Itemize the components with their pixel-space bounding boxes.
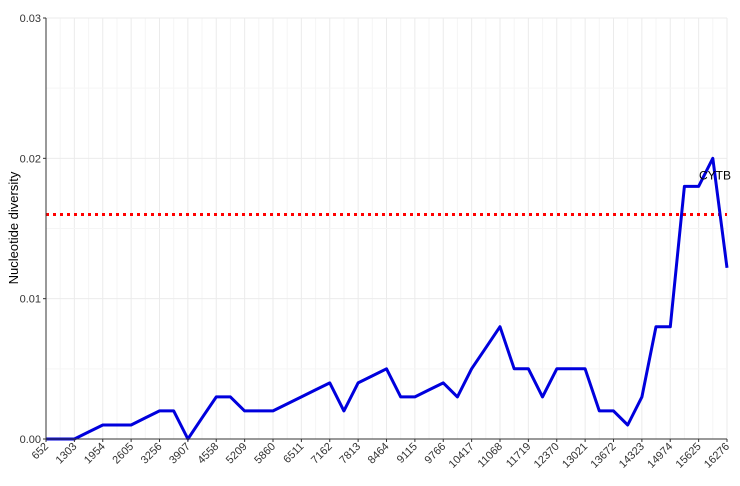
y-tick-label: 0.02 [20,153,41,165]
x-tick-label: 12370 [532,441,562,471]
x-tick-label: 14974 [645,441,675,471]
x-tick-label: 1954 [82,441,108,467]
x-tick-label: 11719 [504,441,534,471]
y-tick-label: 0.01 [20,294,41,306]
y-axis-title: Nucleotide diversity [6,171,21,284]
y-tick-labels: 0.00 0.01 0.02 0.03 [20,13,46,446]
x-tick-label: 11068 [476,441,506,471]
x-tick-labels: 652 1303 1954 2605 3256 3907 4558 5209 5860 6511 7… [30,439,732,471]
x-tick-label: 4558 [196,441,222,467]
x-tick-label: 14323 [617,441,647,471]
x-tick-label: 13021 [560,441,590,471]
y-tick-label: 0.03 [20,13,41,25]
x-tick-label: 5860 [252,441,278,467]
x-tick-label: 3256 [139,441,165,467]
diversity-series-line [46,156,729,441]
x-tick-label: 9766 [423,441,449,467]
y-tick-label: 0.00 [20,434,41,446]
x-tick-label: 9115 [395,441,420,466]
x-tick-label: 7162 [309,441,335,467]
x-tick-label: 13672 [589,441,619,471]
series-layer [46,156,729,441]
x-tick-label: 10417 [447,441,477,471]
x-tick-label: 1303 [54,441,80,467]
x-tick-label: 5209 [224,441,250,467]
x-tick-label: 16276 [702,441,732,471]
x-tick-label: 2605 [110,441,136,467]
annotation-label: CYTB [699,168,731,182]
x-tick-label: 6511 [281,441,306,466]
grid [45,17,728,440]
x-tick-label: 8464 [366,441,392,467]
x-tick-label: 3907 [167,441,193,467]
x-tick-label: 7813 [337,441,363,467]
annotations: CYTB [699,168,731,182]
x-tick-label: 15625 [674,441,704,471]
